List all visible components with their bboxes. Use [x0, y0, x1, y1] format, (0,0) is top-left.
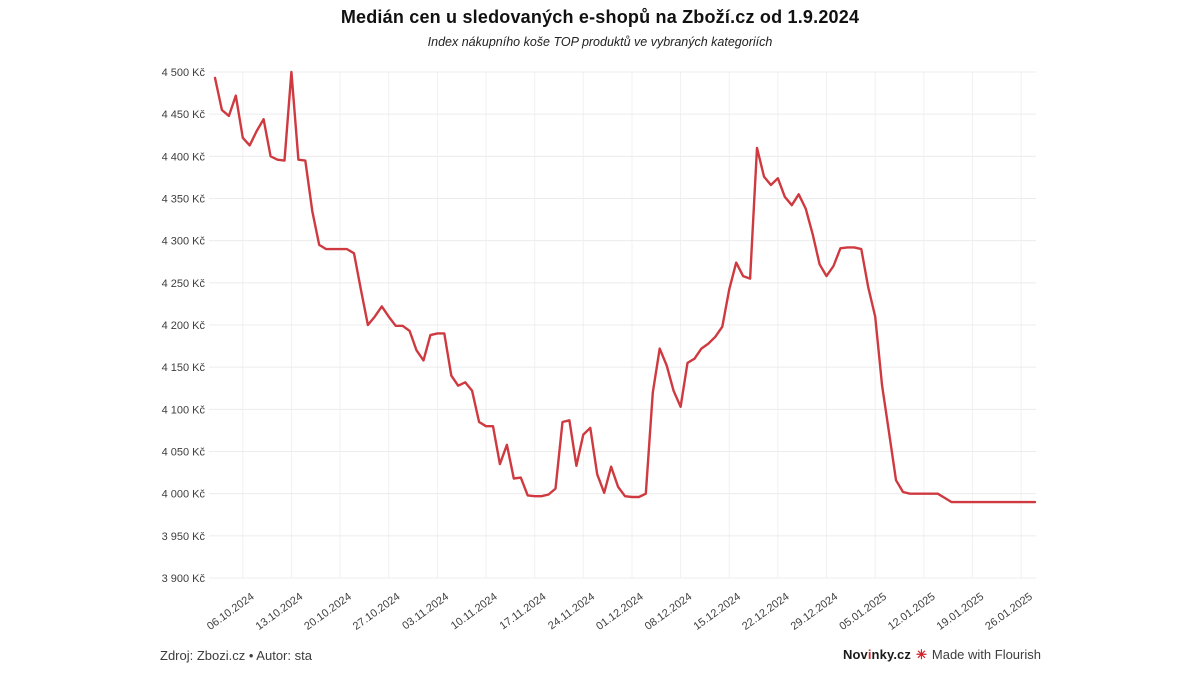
- y-axis-tick-label: 4 400 Kč: [162, 151, 206, 163]
- y-axis-tick-label: 4 150 Kč: [162, 362, 206, 374]
- y-axis-tick-label: 4 250 Kč: [162, 278, 206, 290]
- x-axis-tick-label: 19.01.2025: [935, 591, 987, 633]
- x-axis-tick-label: 01.12.2024: [594, 591, 646, 633]
- brand-logo[interactable]: Novinky.cz: [842, 647, 911, 662]
- y-axis-tick-label: 4 450 Kč: [162, 109, 206, 121]
- y-axis-tick-label: 4 500 Kč: [162, 67, 206, 79]
- x-axis-tick-label: 13.10.2024: [254, 591, 306, 633]
- y-axis-tick-label: 3 950 Kč: [162, 531, 206, 543]
- y-axis-tick-label: 4 200 Kč: [162, 320, 206, 332]
- made-with-flourish-link[interactable]: Made with Flourish: [931, 647, 1041, 662]
- source-credit: Zdroj: Zbozi.cz • Autor: sta: [160, 648, 312, 663]
- x-axis-tick-label: 12.01.2025: [886, 591, 938, 633]
- x-axis-tick-label: 17.11.2024: [497, 591, 548, 633]
- x-axis-tick-label: 26.01.2025: [983, 591, 1035, 633]
- flourish-burst-icon: ✳: [915, 647, 927, 662]
- x-axis-tick-label: 05.01.2025: [837, 591, 889, 633]
- x-axis-tick-label: 03.11.2024: [400, 591, 451, 633]
- x-axis-tick-label: 20.10.2024: [302, 591, 354, 633]
- y-axis-tick-label: 4 050 Kč: [162, 447, 206, 459]
- x-axis-tick-label: 24.11.2024: [546, 591, 597, 633]
- x-axis-tick-label: 27.10.2024: [351, 591, 403, 633]
- chart-title: Medián cen u sledovaných e-shopů na Zbož…: [340, 7, 860, 27]
- chart-subtitle: Index nákupního koše TOP produktů ve vyb…: [427, 35, 773, 49]
- x-axis-tick-label: 29.12.2024: [789, 591, 841, 633]
- x-axis-tick-label: 22.12.2024: [740, 591, 792, 633]
- x-axis-tick-label: 10.11.2024: [449, 591, 500, 633]
- price-line: [213, 70, 1037, 504]
- footer-branding: Novinky.cz ✳ Made with Flourish: [843, 647, 1041, 662]
- y-axis-tick-label: 4 000 Kč: [162, 489, 206, 501]
- y-axis-tick-label: 4 300 Kč: [162, 236, 206, 248]
- x-axis-tick-label: 15.12.2024: [691, 591, 743, 633]
- x-axis-tick-label: 08.12.2024: [643, 591, 695, 633]
- y-axis-tick-label: 3 900 Kč: [162, 573, 206, 585]
- y-axis-tick-label: 4 100 Kč: [162, 404, 206, 416]
- y-axis-tick-label: 4 350 Kč: [162, 194, 206, 206]
- x-axis-tick-label: 06.10.2024: [205, 591, 257, 633]
